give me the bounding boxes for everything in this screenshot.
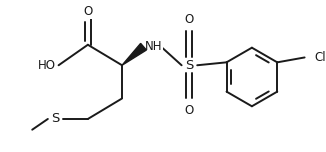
Text: S: S bbox=[185, 59, 194, 72]
Text: O: O bbox=[185, 13, 194, 26]
Text: S: S bbox=[52, 112, 60, 125]
Text: Cl: Cl bbox=[314, 51, 326, 64]
Text: HO: HO bbox=[38, 59, 56, 72]
Polygon shape bbox=[122, 43, 146, 65]
Text: NH: NH bbox=[144, 40, 162, 53]
Text: O: O bbox=[83, 5, 93, 18]
Text: O: O bbox=[185, 104, 194, 117]
